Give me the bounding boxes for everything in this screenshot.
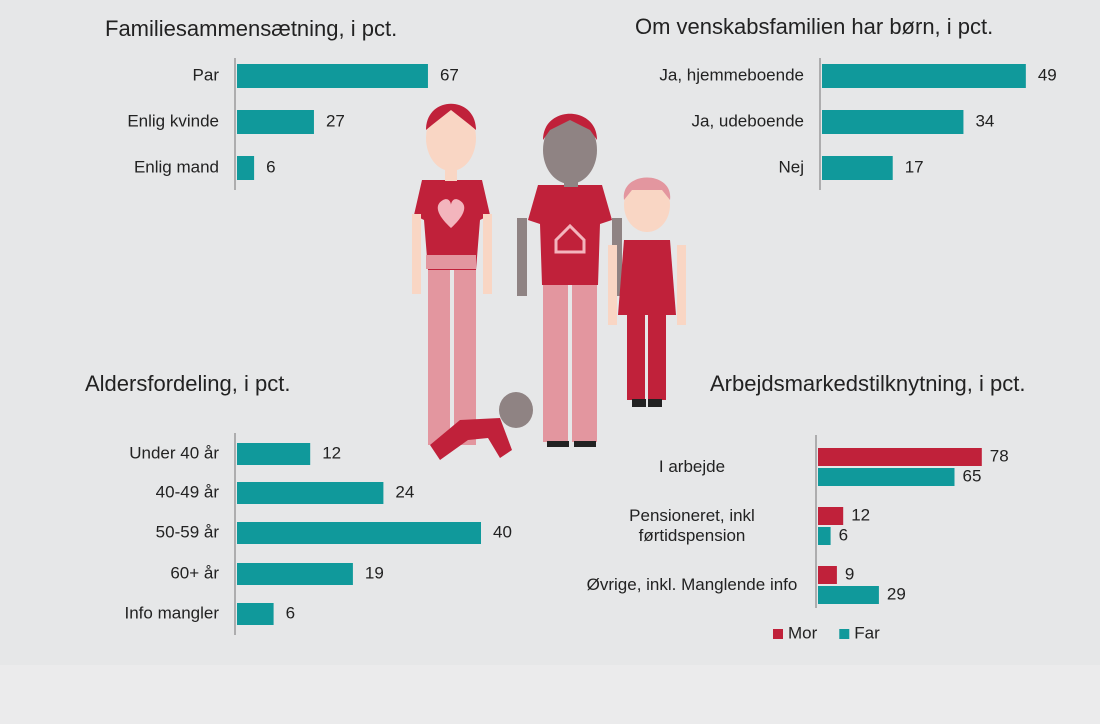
bar — [822, 110, 964, 134]
category-label: Ja, udeboende — [692, 111, 805, 130]
legend-swatch — [773, 629, 783, 639]
bar — [237, 563, 353, 585]
legend-label: Mor — [788, 623, 818, 642]
value-label: 17 — [905, 157, 924, 176]
value-label: 6 — [286, 603, 295, 622]
value-label: 24 — [395, 482, 414, 501]
bar — [237, 482, 384, 504]
bar — [818, 586, 879, 604]
value-label: 67 — [440, 65, 459, 84]
category-label: 40-49 år — [156, 482, 220, 501]
bar — [237, 156, 255, 180]
category-label: Enlig mand — [134, 157, 219, 176]
value-label: 27 — [326, 111, 345, 130]
value-label: 12 — [322, 443, 341, 462]
bar — [818, 566, 837, 584]
value-label: 34 — [975, 111, 994, 130]
bar — [237, 443, 311, 465]
category-label: Pensioneret, inkl førtidspension — [629, 506, 755, 545]
value-label: 12 — [851, 505, 870, 524]
category-label: Ja, hjemmeboende — [659, 65, 804, 84]
legend-swatch — [839, 629, 850, 639]
bar — [237, 110, 314, 134]
bar — [818, 448, 982, 466]
category-label: Øvrige, inkl. Manglende info — [586, 575, 798, 594]
bar — [818, 468, 955, 486]
bar — [818, 507, 844, 525]
value-label: 9 — [845, 564, 854, 583]
bar — [237, 603, 274, 625]
chart-title: Aldersfordeling, i pct. — [85, 371, 290, 396]
value-label: 65 — [963, 466, 982, 485]
category-label: Enlig kvinde — [127, 111, 219, 130]
bar — [237, 64, 428, 88]
value-label: 78 — [990, 446, 1009, 465]
value-label: 6 — [839, 525, 848, 544]
category-label: Par — [193, 65, 220, 84]
value-label: 6 — [266, 157, 275, 176]
category-label: 60+ år — [170, 563, 219, 582]
illustration — [412, 103, 686, 460]
bar — [822, 64, 1026, 88]
category-label: Info mangler — [125, 603, 220, 622]
chart-title: Arbejdsmarkedstilknytning, i pct. — [710, 371, 1026, 396]
category-label: 50-59 år — [156, 522, 220, 541]
bar — [822, 156, 893, 180]
legend-label: Far — [854, 623, 880, 642]
value-label: 49 — [1038, 65, 1057, 84]
category-label: I arbejde — [658, 457, 726, 476]
chart-title: Om venskabsfamilien har børn, i pct. — [635, 14, 993, 39]
value-label: 19 — [365, 563, 384, 582]
value-label: 29 — [887, 584, 906, 603]
chart-title: Familiesammensætning, i pct. — [105, 16, 397, 41]
category-label: Nej — [778, 157, 804, 176]
bar — [237, 522, 481, 544]
bar — [818, 527, 831, 545]
category-label: Under 40 år — [129, 443, 219, 462]
footer-band — [0, 665, 1100, 724]
value-label: 40 — [493, 522, 512, 541]
